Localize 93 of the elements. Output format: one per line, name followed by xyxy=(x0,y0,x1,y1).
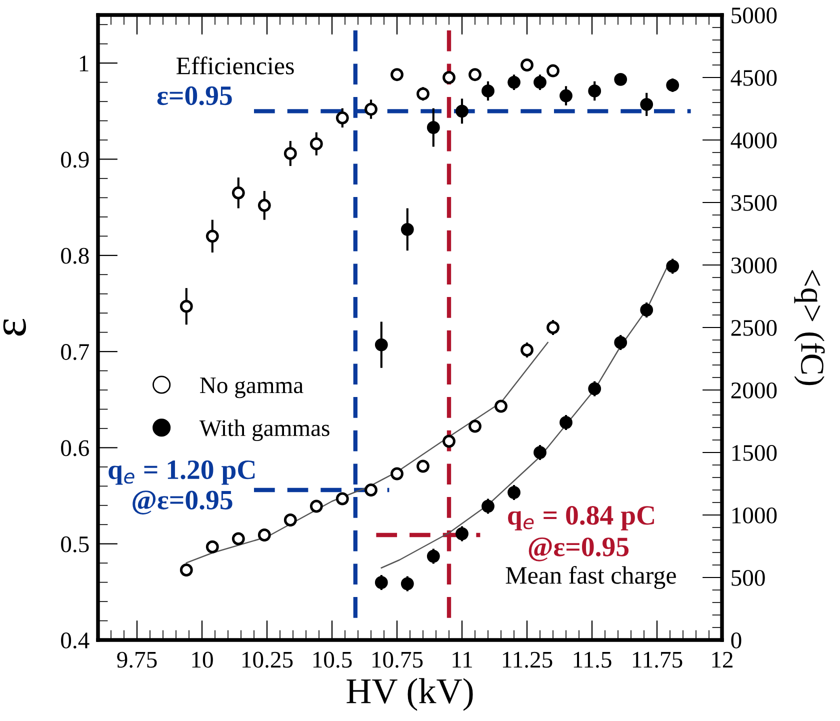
y2-tick-label: 3500 xyxy=(731,194,777,211)
x-tick-label: 10.5 xyxy=(313,652,352,668)
point xyxy=(666,260,680,273)
point xyxy=(508,76,520,89)
y-tick-label: 0.6 xyxy=(61,440,89,456)
x-tick-label: 10.25 xyxy=(242,652,293,668)
y2-tick-label: 0 xyxy=(731,632,742,648)
annotation: q$_{e}$ = 1.20 pC xyxy=(108,460,255,485)
y-tick-label: 0.4 xyxy=(61,632,90,649)
y-axis-title: ε xyxy=(3,318,26,336)
point xyxy=(416,460,430,473)
x-tick-label: 10 xyxy=(192,652,213,668)
point xyxy=(310,500,323,513)
point xyxy=(310,137,323,150)
point xyxy=(206,540,219,554)
point xyxy=(560,89,572,102)
y2-tick-label: 4000 xyxy=(730,132,777,148)
point xyxy=(508,486,520,499)
legend-label: With gammas xyxy=(199,420,330,441)
point xyxy=(400,577,414,590)
x-tick-label: 12 xyxy=(712,652,733,668)
point xyxy=(180,564,193,576)
point xyxy=(364,484,378,496)
y-tick-label: 0.9 xyxy=(61,152,89,168)
y2-tick-label: 2000 xyxy=(731,382,777,398)
point xyxy=(416,87,430,100)
point xyxy=(336,492,349,506)
point xyxy=(284,147,297,160)
point xyxy=(258,198,271,212)
annotation: ε=0.95 xyxy=(157,86,232,106)
point xyxy=(482,84,494,98)
x-tick-label: 11.75 xyxy=(632,652,682,668)
point xyxy=(426,121,440,134)
annotation: Mean fast charge xyxy=(506,566,676,589)
x-axis-title: HV (kV) xyxy=(346,678,473,711)
y2-tick-label: 2500 xyxy=(731,320,777,336)
point xyxy=(232,186,245,200)
point xyxy=(520,58,534,72)
point xyxy=(666,78,680,92)
point xyxy=(284,514,297,526)
point xyxy=(482,500,494,513)
y2-tick-label: 5000 xyxy=(732,7,777,24)
point xyxy=(546,321,560,334)
point xyxy=(534,76,546,89)
point xyxy=(520,344,534,356)
point xyxy=(468,420,482,433)
x-tick-label: 11 xyxy=(452,652,472,668)
y-tick-label: 0.7 xyxy=(61,344,89,360)
x-tick-label: 10.75 xyxy=(372,652,423,668)
annotation: @ε=0.95 xyxy=(528,538,629,562)
point xyxy=(442,434,456,448)
y-tick-label: 0.5 xyxy=(61,536,89,552)
point xyxy=(442,71,456,84)
y2-tick-label: 1000 xyxy=(732,507,777,524)
point xyxy=(336,111,349,124)
point xyxy=(426,550,440,563)
annotation: Efficiencies xyxy=(176,56,294,74)
point xyxy=(534,446,546,459)
y2-axis-title: <q> (fC) xyxy=(794,270,825,386)
point xyxy=(390,68,404,82)
legend-label: No gamma xyxy=(200,378,304,398)
point xyxy=(560,416,572,429)
point xyxy=(588,382,602,396)
annotation: q$_{e}$ = 0.84 pC xyxy=(508,506,654,530)
y2-tick-label: 1500 xyxy=(732,444,777,461)
point xyxy=(180,300,193,313)
y-tick-label: 1 xyxy=(80,56,88,72)
y2-tick-label: 500 xyxy=(732,570,765,586)
point xyxy=(640,304,654,316)
point xyxy=(374,338,388,352)
point xyxy=(390,467,404,480)
x-tick-label: 11.5 xyxy=(574,652,612,668)
point xyxy=(640,98,654,111)
x-tick-label: 9.75 xyxy=(117,652,157,668)
y2-tick-label: 4500 xyxy=(730,70,777,86)
point xyxy=(494,400,508,413)
point xyxy=(588,84,602,98)
point xyxy=(258,528,271,542)
point xyxy=(614,336,628,349)
y2-tick-label: 3000 xyxy=(731,257,777,274)
point xyxy=(456,527,468,540)
point xyxy=(206,230,219,243)
y-tick-label: 0.8 xyxy=(61,248,89,264)
point xyxy=(400,222,414,236)
point xyxy=(232,532,245,546)
x-tick-label: 11.25 xyxy=(502,652,552,668)
point xyxy=(374,576,388,589)
point xyxy=(364,102,378,116)
point xyxy=(546,64,560,78)
annotation: @ε=0.95 xyxy=(132,490,232,514)
point xyxy=(456,104,468,118)
point xyxy=(468,68,482,82)
point xyxy=(614,72,628,86)
